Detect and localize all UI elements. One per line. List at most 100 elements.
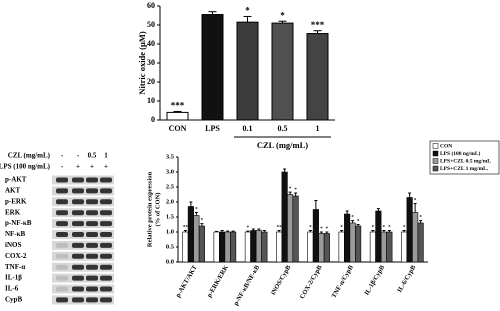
blot-band [86,297,98,303]
legend-swatch [432,165,439,172]
y-tick-label: 40 [147,39,155,48]
bar [386,231,393,263]
y-tick-label: 0 [151,115,155,124]
blot-band [86,210,98,216]
significance: * [340,226,343,231]
legend-label: LPS (100 ng/mL) [440,150,481,157]
significance: ** [183,226,189,231]
bar [201,14,224,121]
blot-row-label: p-AKT [5,176,27,184]
blot-band [72,242,84,248]
blot-band [56,253,68,259]
significance: ** [277,226,283,231]
blot-band [72,199,84,205]
x-tick-label: p-NF-κB/NF-κB [233,264,262,307]
blot-band [100,221,112,227]
bar [224,231,231,263]
blot-row-label: IL-6 [5,285,19,293]
lane-label: + [90,163,94,171]
y-tick-label: 3.0 [166,168,174,175]
blot-band [56,188,68,194]
blot-band [100,177,112,183]
bar [344,213,351,263]
significance: * [357,220,360,225]
legend-swatch [432,150,439,157]
blot-band [86,199,98,205]
blot-band [72,221,84,227]
legend-label: LPS+CZL 1 mg/mL. [440,166,489,172]
x-tick-label: 0.1 [243,124,253,133]
blot-band [100,210,112,216]
significance: * [245,6,250,16]
y-axis-label: Relative protein expression [146,172,153,248]
blot-band [56,210,68,216]
bar [307,231,314,263]
blot-band [86,253,98,259]
significance: * [280,10,285,20]
legend-swatch [432,143,439,149]
blot-row-label: p-NF-κB [5,219,32,227]
blot-band [100,264,112,270]
bar [312,209,319,263]
blot-band [72,297,84,303]
y-tick-label: 3.5 [166,153,175,160]
blot-band [86,264,98,270]
blot-band [56,286,68,292]
x-tick-label: iNOS/CypB [270,264,293,297]
y-tick-label: 2.5 [166,183,175,190]
bar [412,212,419,263]
blot-row-label: CypB [5,296,22,304]
significance: *** [171,101,185,111]
y-axis-label: Nitric oxide (μM) [137,31,147,95]
bar [244,231,251,263]
lane-label: 0.5 [88,152,97,160]
bar [369,231,376,263]
blot-band [100,188,112,194]
blot-band [72,232,84,237]
blot-band [56,264,68,270]
blot-band [100,232,112,237]
blot-band [86,286,98,292]
blot-band [86,275,98,281]
significance: * [326,227,329,232]
blot-band [86,188,98,194]
blot-row-label: ERK [5,208,21,216]
y-tick-label: 30 [147,58,155,67]
lane-label: 1 [104,152,108,160]
blot-band [72,286,84,292]
blot-row-label: AKT [5,187,21,195]
legend-swatch [432,158,439,164]
blot-band [72,264,84,270]
significance: * [372,226,375,231]
x-axis-label: CZL (mg/mL) [257,140,308,150]
blot-band [100,297,112,303]
treatment-label: CZL (mg/mL) [8,152,51,160]
legend-label: LPS+CZL 0.5 mg/mL [440,158,491,164]
blot-band [86,177,98,183]
bar [166,111,189,121]
blot-band [86,232,98,237]
blot-row-label: p-ERK [5,197,27,205]
x-tick-label: p-ERK/ERK [206,264,230,298]
blot-band [56,242,68,248]
y-tick-label: 0.5 [166,243,175,250]
y-tick-label: 2.0 [166,198,174,205]
bar [401,231,408,263]
blot-band [72,188,84,194]
bar [375,210,382,263]
bar [380,231,387,263]
blot-band [56,221,68,227]
significance: *** [311,20,325,30]
bar [338,231,345,263]
x-tick-label: p-AKT/AKT [175,264,199,299]
significance: * [294,188,297,193]
significance: * [351,216,354,221]
significance: * [403,226,406,231]
blot-band [72,275,84,281]
blot-row-label: COX-2 [5,252,27,260]
treatment-label: LPS (100 ng/mL) [0,163,51,171]
bar [276,231,283,263]
y-axis-label: (% of CON) [154,193,161,227]
significance: * [289,187,292,192]
bar [198,225,205,263]
